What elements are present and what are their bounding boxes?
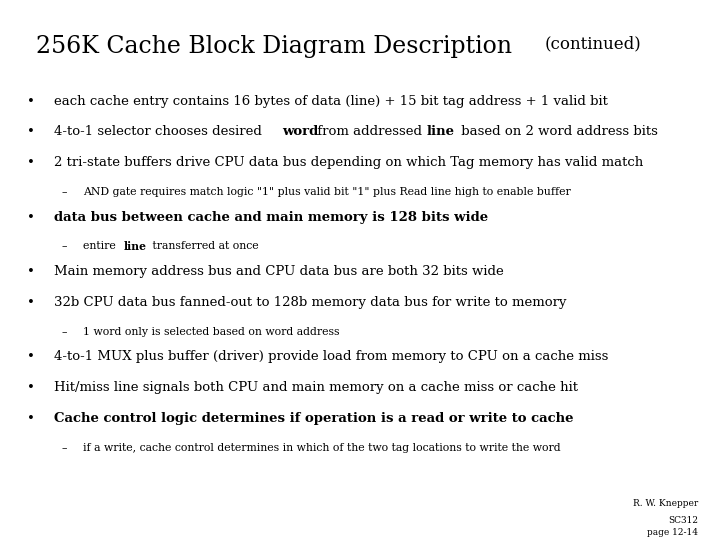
- Text: 256K Cache Block Diagram Description: 256K Cache Block Diagram Description: [36, 35, 512, 58]
- Text: –: –: [61, 327, 67, 337]
- Text: •: •: [27, 381, 35, 394]
- Text: based on 2 word address bits: based on 2 word address bits: [457, 125, 658, 138]
- Text: 2 tri-state buffers drive CPU data bus depending on which Tag memory has valid m: 2 tri-state buffers drive CPU data bus d…: [54, 156, 643, 169]
- Text: •: •: [27, 265, 35, 278]
- Text: –: –: [61, 443, 67, 453]
- Text: Hit/miss line signals both CPU and main memory on a cache miss or cache hit: Hit/miss line signals both CPU and main …: [54, 381, 578, 394]
- Text: Main memory address bus and CPU data bus are both 32 bits wide: Main memory address bus and CPU data bus…: [54, 265, 504, 278]
- Text: 32b CPU data bus fanned-out to 128b memory data bus for write to memory: 32b CPU data bus fanned-out to 128b memo…: [54, 296, 567, 309]
- Text: 4-to-1 MUX plus buffer (driver) provide load from memory to CPU on a cache miss: 4-to-1 MUX plus buffer (driver) provide …: [54, 350, 608, 363]
- Text: word: word: [282, 125, 318, 138]
- Text: data bus between cache and main memory is 128 bits wide: data bus between cache and main memory i…: [54, 211, 488, 224]
- Text: –: –: [61, 241, 67, 252]
- Text: Cache control logic determines if operation is a read or write to cache: Cache control logic determines if operat…: [54, 412, 574, 425]
- Text: transferred at once: transferred at once: [149, 241, 258, 252]
- Text: (continued): (continued): [545, 35, 642, 52]
- Text: •: •: [27, 211, 35, 224]
- Text: if a write, cache control determines in which of the two tag locations to write : if a write, cache control determines in …: [83, 443, 560, 453]
- Text: •: •: [27, 412, 35, 425]
- Text: •: •: [27, 156, 35, 169]
- Text: –: –: [61, 187, 67, 197]
- Text: 1 word only is selected based on word address: 1 word only is selected based on word ad…: [83, 327, 339, 337]
- Text: page 12-14: page 12-14: [647, 528, 698, 537]
- Text: entire: entire: [83, 241, 119, 252]
- Text: from addressed: from addressed: [312, 125, 426, 138]
- Text: SC312: SC312: [668, 516, 698, 525]
- Text: •: •: [27, 125, 35, 138]
- Text: each cache entry contains 16 bytes of data (line) + 15 bit tag address + 1 valid: each cache entry contains 16 bytes of da…: [54, 94, 608, 107]
- Text: R. W. Knepper: R. W. Knepper: [633, 498, 698, 508]
- Text: •: •: [27, 94, 35, 107]
- Text: line: line: [124, 241, 147, 252]
- Text: •: •: [27, 296, 35, 309]
- Text: •: •: [27, 350, 35, 363]
- Text: line: line: [427, 125, 454, 138]
- Text: 4-to-1 selector chooses desired: 4-to-1 selector chooses desired: [54, 125, 266, 138]
- Text: AND gate requires match logic "1" plus valid bit "1" plus Read line high to enab: AND gate requires match logic "1" plus v…: [83, 187, 570, 197]
